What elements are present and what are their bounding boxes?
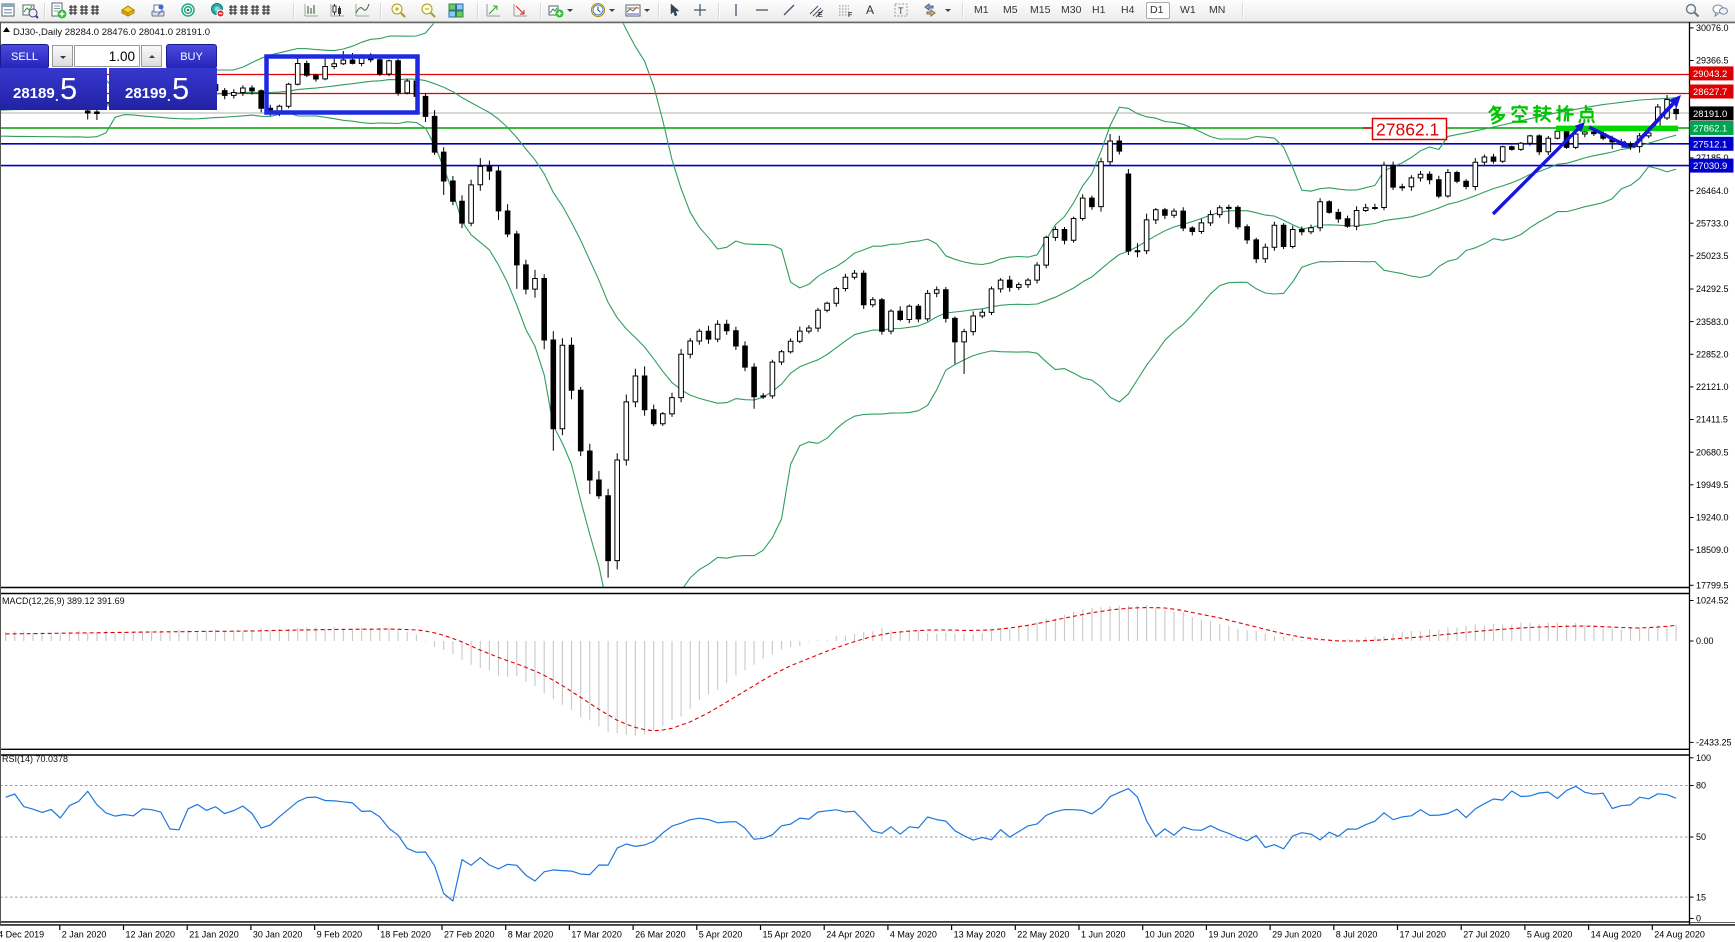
svg-text:21 Jan 2020: 21 Jan 2020 <box>189 930 239 940</box>
svg-text:80: 80 <box>1696 781 1706 791</box>
svg-text:30 Jan 2020: 30 Jan 2020 <box>253 930 303 940</box>
svg-text:MACD(12,26,9) 389.12 391.69: MACD(12,26,9) 389.12 391.69 <box>2 596 125 606</box>
svg-text:30076.0: 30076.0 <box>1696 23 1729 33</box>
svg-text:28627.7: 28627.7 <box>1693 87 1727 98</box>
svg-text:29366.5: 29366.5 <box>1696 56 1729 66</box>
svg-text:DJ30-,Daily 28284.0 28476.0 2: DJ30-,Daily 28284.0 28476.0 28041.0 2819… <box>13 27 210 38</box>
svg-text:19240.0: 19240.0 <box>1696 513 1729 523</box>
svg-text:22852.0: 22852.0 <box>1696 350 1729 360</box>
svg-text:20680.5: 20680.5 <box>1696 447 1729 457</box>
svg-text:15: 15 <box>1696 892 1706 902</box>
svg-text:27512.1: 27512.1 <box>1693 139 1727 150</box>
svg-text:27862.1: 27862.1 <box>1693 124 1727 135</box>
svg-text:5 Apr 2020: 5 Apr 2020 <box>699 930 743 940</box>
svg-text:27862.1: 27862.1 <box>1376 120 1439 140</box>
svg-text:18509.0: 18509.0 <box>1696 545 1729 555</box>
svg-text:100: 100 <box>1696 753 1711 763</box>
svg-text:F: F <box>848 12 852 19</box>
svg-text:29043.2: 29043.2 <box>1693 69 1727 80</box>
svg-text:5 Aug 2020: 5 Aug 2020 <box>1527 930 1573 940</box>
svg-text:24 Apr 2020: 24 Apr 2020 <box>826 930 875 940</box>
svg-text:19949.5: 19949.5 <box>1696 480 1729 490</box>
svg-text:15 Apr 2020: 15 Apr 2020 <box>763 930 812 940</box>
svg-text:25733.0: 25733.0 <box>1696 218 1729 228</box>
svg-text:14 Aug 2020: 14 Aug 2020 <box>1591 930 1642 940</box>
svg-text:12 Jan 2020: 12 Jan 2020 <box>126 930 176 940</box>
svg-text:4 Dec 2019: 4 Dec 2019 <box>0 930 44 940</box>
svg-text:-2433.25: -2433.25 <box>1696 738 1732 748</box>
svg-text:24292.5: 24292.5 <box>1696 284 1729 294</box>
svg-text:19 Jun 2020: 19 Jun 2020 <box>1208 930 1258 940</box>
svg-text:23583.0: 23583.0 <box>1696 317 1729 327</box>
svg-text:17 Mar 2020: 17 Mar 2020 <box>571 930 622 940</box>
svg-text:21411.5: 21411.5 <box>1696 415 1728 425</box>
svg-text:27185.0: 27185.0 <box>1696 153 1729 163</box>
svg-text:26 Mar 2020: 26 Mar 2020 <box>635 930 686 940</box>
svg-text:9 Feb 2020: 9 Feb 2020 <box>317 930 363 940</box>
svg-text:0: 0 <box>1696 914 1701 924</box>
svg-text:13 May 2020: 13 May 2020 <box>954 930 1006 940</box>
svg-text:8 Jul 2020: 8 Jul 2020 <box>1336 930 1378 940</box>
svg-text:0.00: 0.00 <box>1696 636 1714 646</box>
svg-text:T: T <box>898 6 904 16</box>
svg-text:22121.0: 22121.0 <box>1696 382 1729 392</box>
svg-text:26464.0: 26464.0 <box>1696 186 1729 196</box>
svg-text:1024.52: 1024.52 <box>1696 596 1729 606</box>
svg-text:17799.5: 17799.5 <box>1696 581 1729 591</box>
svg-text:24 Aug 2020: 24 Aug 2020 <box>1654 930 1705 940</box>
svg-text:22 May 2020: 22 May 2020 <box>1017 930 1069 940</box>
svg-text:1 Jun 2020: 1 Jun 2020 <box>1081 930 1126 940</box>
svg-text:25023.5: 25023.5 <box>1696 251 1729 261</box>
svg-text:2 Jan 2020: 2 Jan 2020 <box>62 930 107 940</box>
svg-text:4 May 2020: 4 May 2020 <box>890 930 937 940</box>
svg-text:18 Feb 2020: 18 Feb 2020 <box>380 930 431 940</box>
svg-text:27 Feb 2020: 27 Feb 2020 <box>444 930 495 940</box>
svg-text:27030.9: 27030.9 <box>1693 161 1727 172</box>
svg-text:28191.0: 28191.0 <box>1693 109 1727 120</box>
svg-text:27 Jul 2020: 27 Jul 2020 <box>1463 930 1510 940</box>
svg-text:RSI(14) 70.0378: RSI(14) 70.0378 <box>2 754 68 764</box>
svg-text:17 Jul 2020: 17 Jul 2020 <box>1400 930 1447 940</box>
svg-text:E: E <box>818 12 823 19</box>
svg-text:50: 50 <box>1696 832 1706 842</box>
svg-text:8 Mar 2020: 8 Mar 2020 <box>508 930 554 940</box>
svg-text:29 Jun 2020: 29 Jun 2020 <box>1272 930 1322 940</box>
svg-text:10 Jun 2020: 10 Jun 2020 <box>1145 930 1195 940</box>
